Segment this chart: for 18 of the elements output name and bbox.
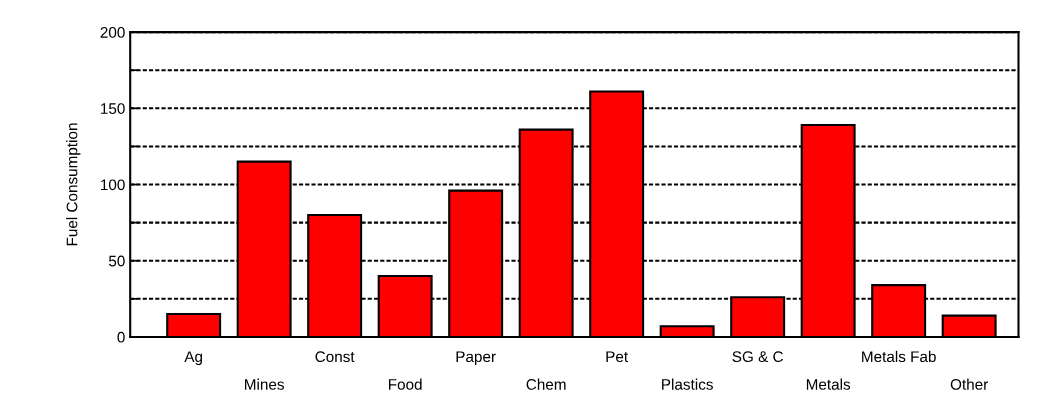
x-tick-label: Plastics <box>662 378 713 390</box>
x-tick-label: Const <box>315 351 355 363</box>
x-tick-label: Food <box>388 378 422 390</box>
x-tick-label: Metals <box>806 378 851 390</box>
x-tick-label: Mines <box>245 378 284 390</box>
y-tick-label: 0 <box>117 331 125 343</box>
x-tick-label: SG & C <box>732 351 783 363</box>
y-tick-label: 50 <box>108 255 125 267</box>
x-tick-label: Other <box>950 378 988 390</box>
y-tick-label: 200 <box>100 26 125 38</box>
y-axis-title: Fuel Consumption <box>66 123 81 246</box>
y-tick-label: 150 <box>101 103 125 114</box>
x-tick-label: Pet <box>606 351 628 363</box>
x-tick-label: Metals Fab <box>862 350 936 363</box>
x-tick-label: Paper <box>456 351 496 366</box>
x-tick-label: Ag <box>184 351 203 366</box>
y-tick-label: 100 <box>101 179 125 191</box>
x-tick-label: Chem <box>526 378 566 390</box>
